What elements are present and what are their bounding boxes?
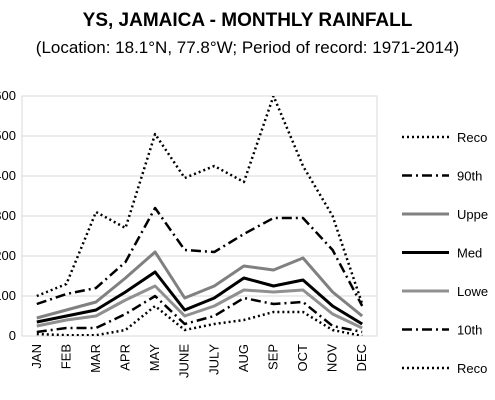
legend-label: Uppe <box>457 207 488 222</box>
y-tick-label: 300 <box>0 208 16 223</box>
legend-label: Med <box>457 246 482 261</box>
x-tick-label: JAN <box>29 344 44 369</box>
y-tick-label: 100 <box>0 288 16 303</box>
x-tick-label: OCT <box>295 344 310 372</box>
y-tick-label: 600 <box>0 88 16 103</box>
series-line <box>36 294 363 334</box>
x-tick-label: NOV <box>325 344 340 373</box>
x-tick-label: JULY <box>206 344 221 375</box>
x-tick-label: MAY <box>147 344 162 372</box>
y-tick-label: 400 <box>0 168 16 183</box>
legend-label: Reco <box>457 130 487 145</box>
x-tick-label: DEC <box>354 344 369 371</box>
x-tick-label: APR <box>118 344 133 371</box>
series-line <box>36 270 363 326</box>
x-tick-label: JUNE <box>177 344 192 378</box>
x-tick-label: AUG <box>236 344 251 372</box>
x-tick-label: MAR <box>88 344 103 373</box>
x-tick-label: SEP <box>265 344 280 370</box>
legend-label: 10th <box>457 323 482 338</box>
y-tick-label: 200 <box>0 248 16 263</box>
y-tick-label: 500 <box>0 128 16 143</box>
x-tick-label: FEB <box>58 344 73 369</box>
series-line <box>36 304 363 336</box>
series-line <box>36 206 364 307</box>
series-line <box>36 96 364 305</box>
series-line <box>36 250 364 320</box>
chart-title: YS, JAMAICA - MONTHLY RAINFALL <box>82 10 413 31</box>
y-tick-label: 0 <box>9 328 16 343</box>
legend-label: Reco <box>457 361 487 376</box>
legend-label: 90th <box>457 169 482 184</box>
series-line <box>36 284 363 330</box>
chart-subtitle: (Location: 18.1°N, 77.8°W; Period of rec… <box>35 38 460 57</box>
legend-label: Lowe <box>457 284 488 299</box>
